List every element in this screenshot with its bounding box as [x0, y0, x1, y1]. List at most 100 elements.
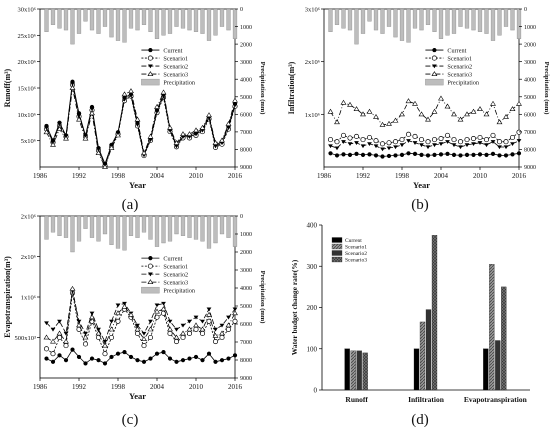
data-point-scenario3 — [50, 141, 56, 147]
data-point-scenario3 — [50, 338, 56, 344]
data-point-current — [63, 358, 69, 363]
data-point-scenario2 — [354, 141, 359, 145]
precipitation-bar — [406, 8, 411, 43]
precipitation-bar — [122, 215, 127, 251]
y2-tick-label: 0 — [240, 214, 243, 220]
data-point-current — [360, 152, 366, 157]
precipitation-bar — [219, 215, 225, 235]
data-point-scenario2 — [57, 122, 62, 127]
data-point-current — [516, 151, 522, 156]
x-axis-label: Year — [413, 180, 430, 190]
data-point-scenario1 — [134, 330, 141, 337]
data-point-scenario3 — [167, 326, 173, 332]
data-point-scenario2 — [445, 140, 450, 144]
data-point-current — [135, 358, 140, 363]
data-point-scenario3 — [334, 119, 340, 125]
legend-marker — [148, 64, 153, 69]
data-point-scenario3 — [147, 326, 154, 332]
x-tick-label: 1986 — [33, 383, 48, 391]
bar-scenario3 — [501, 286, 507, 391]
y-axis-label: Evapotranspiration(m³) — [3, 256, 12, 338]
data-point-scenario3 — [418, 111, 425, 117]
precipitation-bar — [76, 215, 82, 242]
data-point-scenario3 — [147, 133, 154, 139]
data-point-scenario2 — [334, 146, 340, 151]
data-point-scenario1 — [199, 330, 206, 337]
data-point-scenario3 — [232, 97, 238, 103]
data-point-scenario3 — [199, 124, 206, 130]
data-point-current — [167, 356, 173, 361]
bar-scenario2 — [495, 340, 501, 391]
data-point-current — [128, 354, 134, 360]
data-point-scenario2 — [109, 319, 114, 324]
y-tick-label: 1x10⁶ — [305, 112, 320, 119]
data-point-scenario2 — [516, 139, 522, 143]
data-point-scenario2 — [380, 147, 385, 152]
precipitation-bar — [187, 8, 192, 31]
data-point-scenario2 — [200, 319, 205, 324]
data-point-current — [490, 151, 496, 156]
precipitation-bar — [510, 8, 515, 31]
precipitation-bar — [445, 8, 450, 36]
legend-precip-swatch — [141, 78, 160, 86]
plot-frame — [39, 8, 236, 168]
legend-marker — [431, 55, 437, 61]
precipitation-bar — [148, 8, 153, 32]
y2-tick-label: 6000 — [240, 113, 252, 119]
data-point-scenario2 — [70, 81, 75, 86]
x-tick-label: 1986 — [33, 172, 48, 180]
precipitation-bar — [187, 215, 192, 238]
precipitation-bar — [50, 215, 56, 233]
data-point-scenario3 — [347, 101, 353, 107]
data-point-current — [213, 359, 218, 364]
data-point-scenario1 — [483, 137, 490, 143]
precipitation-bar — [419, 8, 424, 31]
data-point-scenario3 — [167, 124, 173, 130]
y2-tick-label: 1000 — [524, 25, 536, 31]
x-tick-label: 1992 — [356, 172, 371, 180]
runoff-chart-panel: 1986 1992 1998 2004 2010 2016 5x10⁶ 10x10⁶ 15x10… — [3, 7, 266, 191]
bar-current — [344, 348, 350, 391]
precipitation-bar — [148, 215, 153, 240]
precipitation-bar — [44, 215, 49, 240]
y-tick-label: 3x10⁶ — [305, 7, 320, 14]
bar-current — [483, 348, 489, 391]
figure-label-a: (a) — [122, 197, 139, 213]
y-tick-label: 100 — [307, 345, 318, 353]
data-point-scenario1 — [412, 133, 418, 140]
data-point-scenario1 — [464, 137, 470, 143]
data-point-scenario3 — [206, 311, 212, 317]
data-point-scenario1 — [444, 132, 451, 138]
data-point-scenario1 — [43, 346, 50, 352]
data-point-scenario2 — [44, 126, 49, 131]
data-point-scenario3 — [470, 108, 477, 114]
data-point-scenario3 — [457, 116, 464, 122]
figure-label-d: (d) — [411, 412, 429, 428]
data-point-scenario1 — [219, 334, 225, 341]
data-point-scenario2 — [89, 311, 95, 316]
data-point-current — [232, 353, 238, 358]
x-tick-label: 2004 — [434, 172, 449, 180]
data-point-scenario3 — [89, 314, 95, 320]
data-point-scenario3 — [327, 108, 334, 114]
series-line-current — [330, 152, 520, 157]
data-point-current — [367, 152, 372, 157]
data-point-scenario2 — [438, 142, 444, 147]
data-point-current — [373, 153, 379, 158]
data-point-current — [458, 153, 463, 158]
data-point-scenario3 — [43, 129, 50, 135]
data-point-scenario3 — [160, 306, 167, 312]
data-point-scenario1 — [225, 326, 232, 332]
series-line-scenario3 — [330, 97, 520, 126]
data-point-scenario3 — [399, 111, 405, 117]
y2-tick-label: 5000 — [524, 95, 536, 101]
data-point-current — [386, 153, 392, 159]
data-point-scenario1 — [379, 141, 386, 147]
y2-tick-label: 3000 — [240, 60, 252, 66]
data-point-scenario1 — [173, 338, 180, 345]
legend-entry: Precipitation — [447, 79, 479, 86]
precipitation-bar — [341, 8, 346, 29]
data-point-scenario1 — [418, 137, 425, 143]
data-point-scenario3 — [212, 332, 219, 338]
